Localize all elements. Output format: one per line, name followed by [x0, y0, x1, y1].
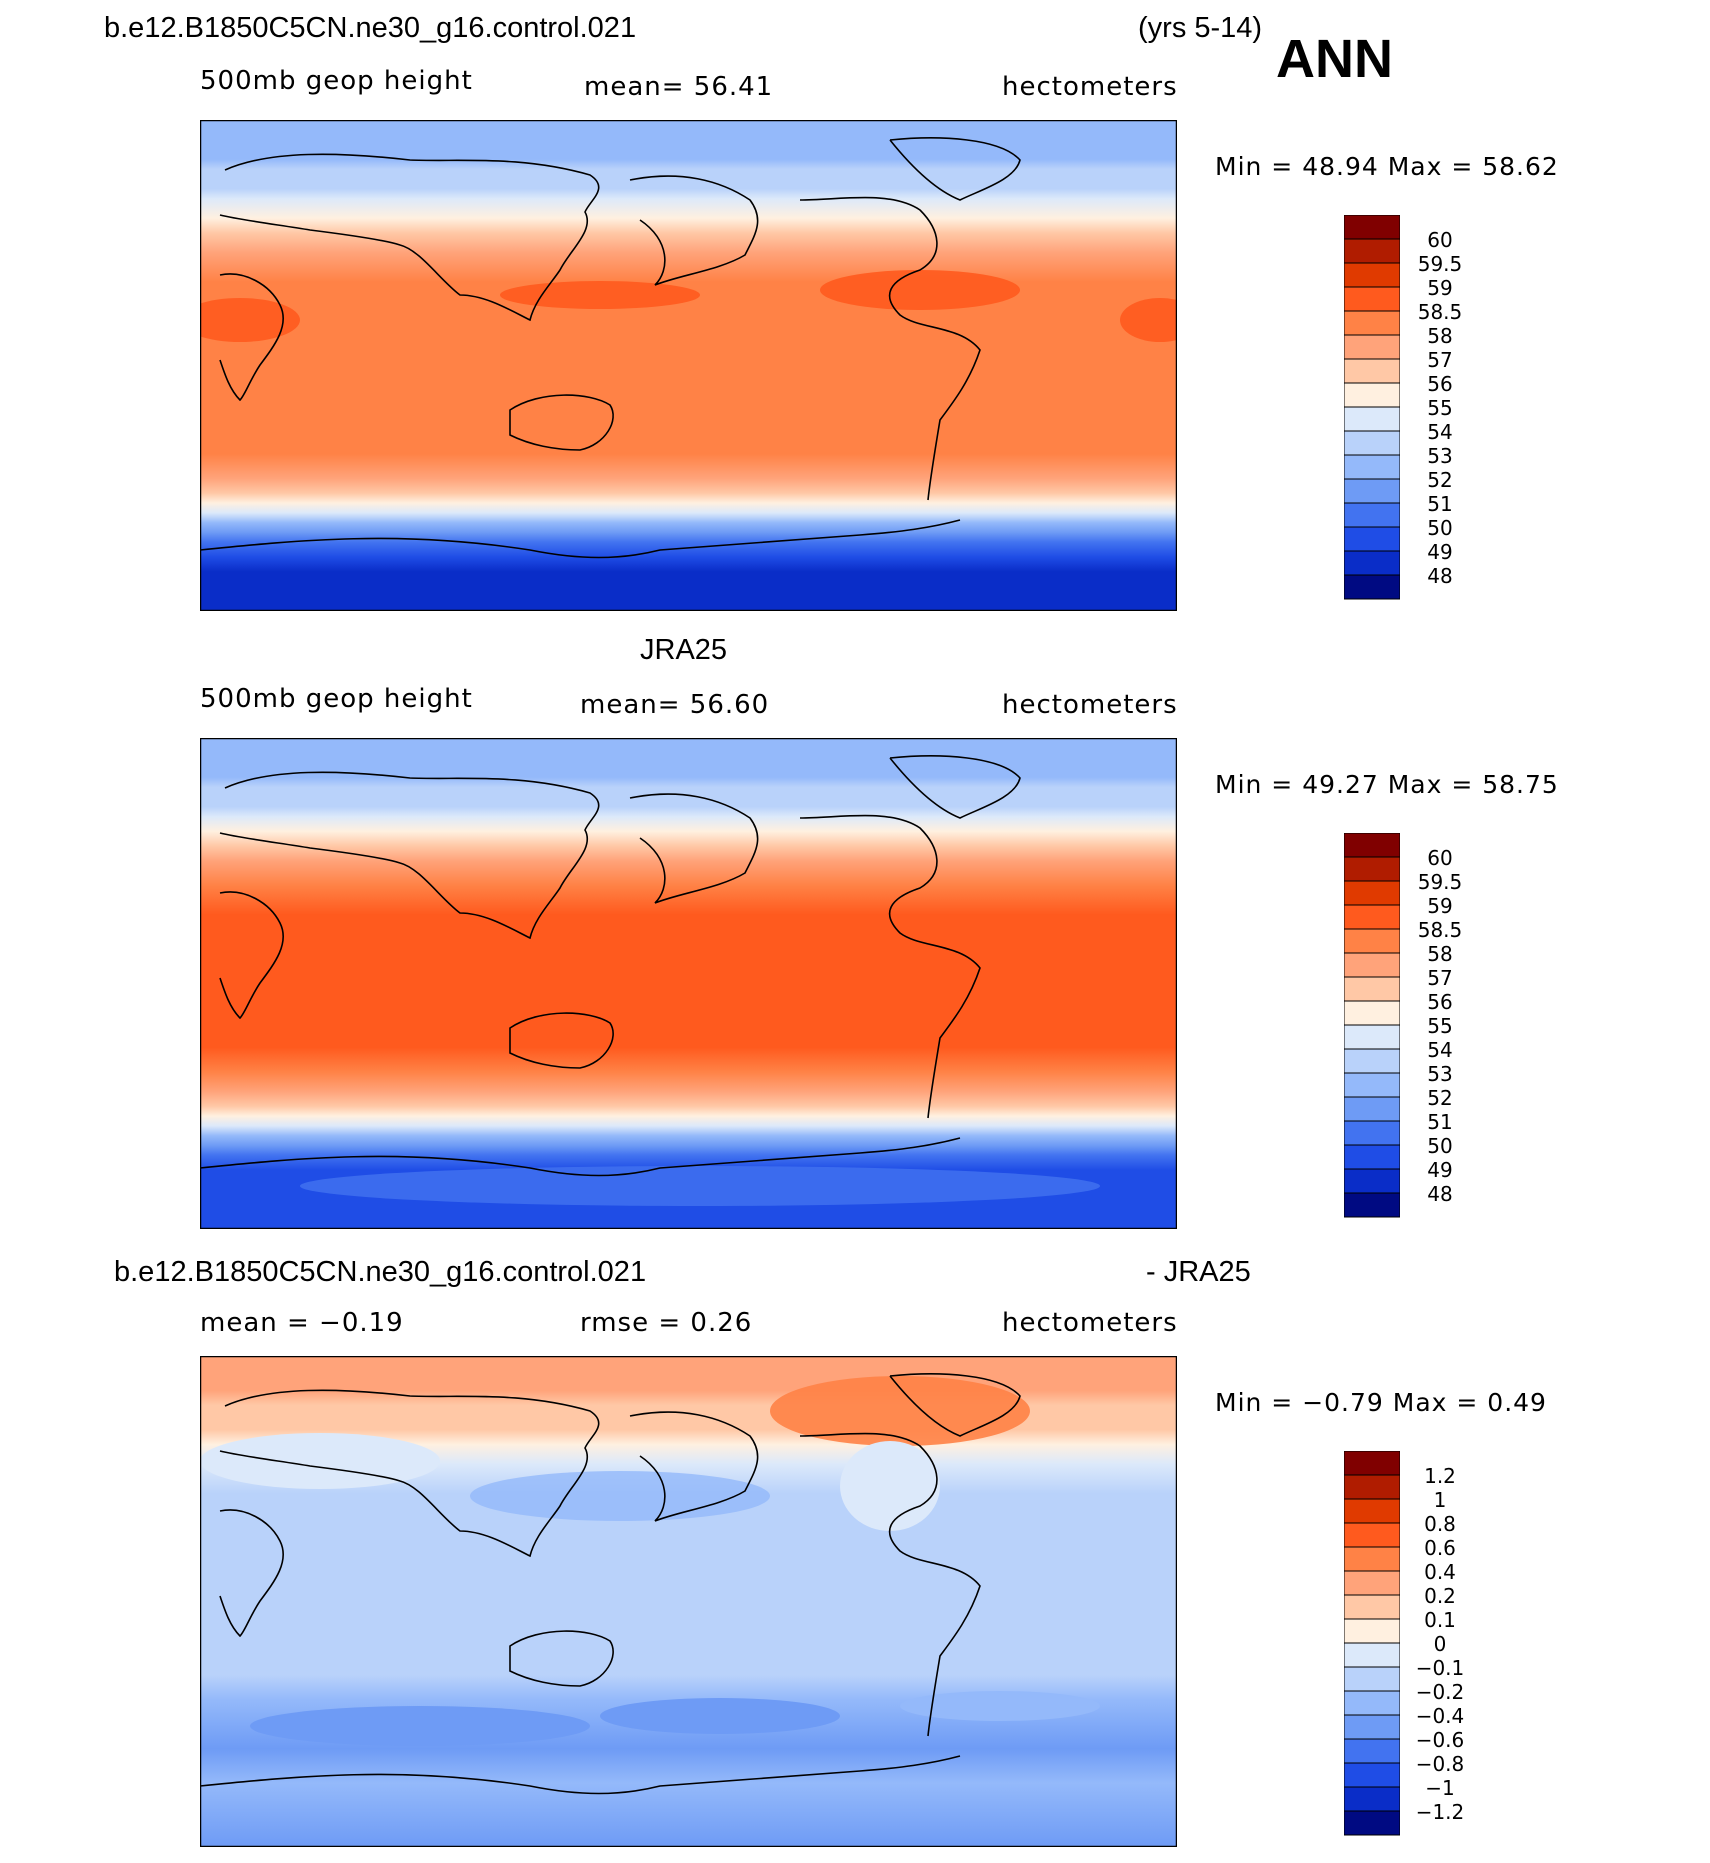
variable-label: 500mb geop height — [200, 684, 473, 714]
colorbar-label: 52 — [1427, 1086, 1453, 1110]
difference-contour-plot — [199, 1355, 1178, 1848]
mean-label: mean= 56.41 — [584, 72, 774, 102]
colorbar-label: 51 — [1427, 1110, 1453, 1134]
obs-contour-plot — [199, 737, 1178, 1230]
colorbar-label: 1 — [1433, 1488, 1447, 1512]
difference-colorbar — [1344, 1451, 1400, 1836]
units-label: hectometers — [1002, 690, 1178, 720]
mean-label: mean = −0.19 — [200, 1308, 404, 1338]
colorbar-label: 0.6 — [1424, 1536, 1456, 1560]
colorbar-label: 59 — [1427, 276, 1453, 300]
rmse-label: rmse = 0.26 — [580, 1308, 753, 1338]
units-label: hectometers — [1002, 1308, 1178, 1338]
obs-colorbar-svg — [1344, 833, 1400, 1218]
colorbar-label: 56 — [1427, 372, 1453, 396]
colorbar-label: 52 — [1427, 468, 1453, 492]
colorbar-label: −0.1 — [1415, 1656, 1465, 1680]
model-map — [180, 119, 1200, 612]
colorbar-label: −0.2 — [1415, 1680, 1465, 1704]
colorbar-label: 57 — [1427, 966, 1453, 990]
model-colorbar-svg — [1344, 215, 1400, 600]
colorbar-label: 0.8 — [1424, 1512, 1456, 1536]
colorbar-label: 51 — [1427, 492, 1453, 516]
colorbar-label: 49 — [1427, 540, 1453, 564]
colorbar-label: 0.4 — [1424, 1560, 1456, 1584]
colorbar-label: 56 — [1427, 990, 1453, 1014]
model-contour-plot — [180, 119, 1200, 612]
colorbar-label: 60 — [1427, 228, 1453, 252]
colorbar-label: 55 — [1427, 1014, 1453, 1038]
units-label: hectometers — [1002, 72, 1178, 102]
colorbar-label: −0.6 — [1415, 1728, 1465, 1752]
colorbar-label: 55 — [1427, 396, 1453, 420]
diff-title-left: b.e12.B1850C5CN.ne30_g16.control.021 — [114, 1256, 647, 1288]
colorbar-label: 59.5 — [1417, 252, 1463, 276]
colorbar-label: 57 — [1427, 348, 1453, 372]
colorbar-label: 53 — [1427, 444, 1453, 468]
model-colorbar — [1344, 215, 1400, 600]
season-label: ANN — [1276, 29, 1393, 89]
coastlines — [199, 755, 1021, 1177]
colorbar-label: 50 — [1427, 1134, 1453, 1158]
colorbar-label: 59.5 — [1417, 870, 1463, 894]
colorbar-label: −1 — [1425, 1776, 1455, 1800]
colorbar-label: 59 — [1427, 894, 1453, 918]
coastlines — [199, 1373, 1021, 1795]
colorbar-label: 58 — [1427, 942, 1453, 966]
min-max-label: Min = 49.27 Max = 58.75 — [1215, 770, 1559, 799]
obs-map — [199, 737, 1178, 1230]
difference-map — [199, 1355, 1178, 1848]
colorbar-label: 60 — [1427, 846, 1453, 870]
colorbar-label: 0.1 — [1424, 1608, 1456, 1632]
min-max-label: Min = 48.94 Max = 58.62 — [1215, 152, 1559, 181]
colorbar-label: 49 — [1427, 1158, 1453, 1182]
colorbar-label: 48 — [1427, 564, 1453, 588]
colorbar-label: 58 — [1427, 324, 1453, 348]
min-max-label: Min = −0.79 Max = 0.49 — [1215, 1388, 1547, 1417]
colorbar-label: 0 — [1433, 1632, 1447, 1656]
coastlines — [199, 137, 1021, 559]
colorbar-label: 48 — [1427, 1182, 1453, 1206]
colorbar-label: 54 — [1427, 1038, 1453, 1062]
colorbar-label: 54 — [1427, 420, 1453, 444]
colorbar-label: 58.5 — [1417, 918, 1463, 942]
colorbar-label: 1.2 — [1424, 1464, 1456, 1488]
colorbar-label: 0.2 — [1424, 1584, 1456, 1608]
colorbar-label: −1.2 — [1415, 1800, 1465, 1824]
obs-colorbar — [1344, 833, 1400, 1218]
colorbar-label: 50 — [1427, 516, 1453, 540]
obs-title: JRA25 — [640, 634, 728, 666]
difference-colorbar-svg — [1344, 1451, 1400, 1836]
colorbar-label: −0.8 — [1415, 1752, 1465, 1776]
variable-label: 500mb geop height — [200, 66, 473, 96]
case-title: b.e12.B1850C5CN.ne30_g16.control.021 — [104, 12, 637, 44]
mean-label: mean= 56.60 — [580, 690, 770, 720]
colorbar-label: 58.5 — [1417, 300, 1463, 324]
diff-title-right: - JRA25 — [1146, 1256, 1251, 1288]
colorbar-label: −0.4 — [1415, 1704, 1465, 1728]
colorbar-label: 53 — [1427, 1062, 1453, 1086]
years-label: (yrs 5-14) — [1138, 12, 1263, 44]
